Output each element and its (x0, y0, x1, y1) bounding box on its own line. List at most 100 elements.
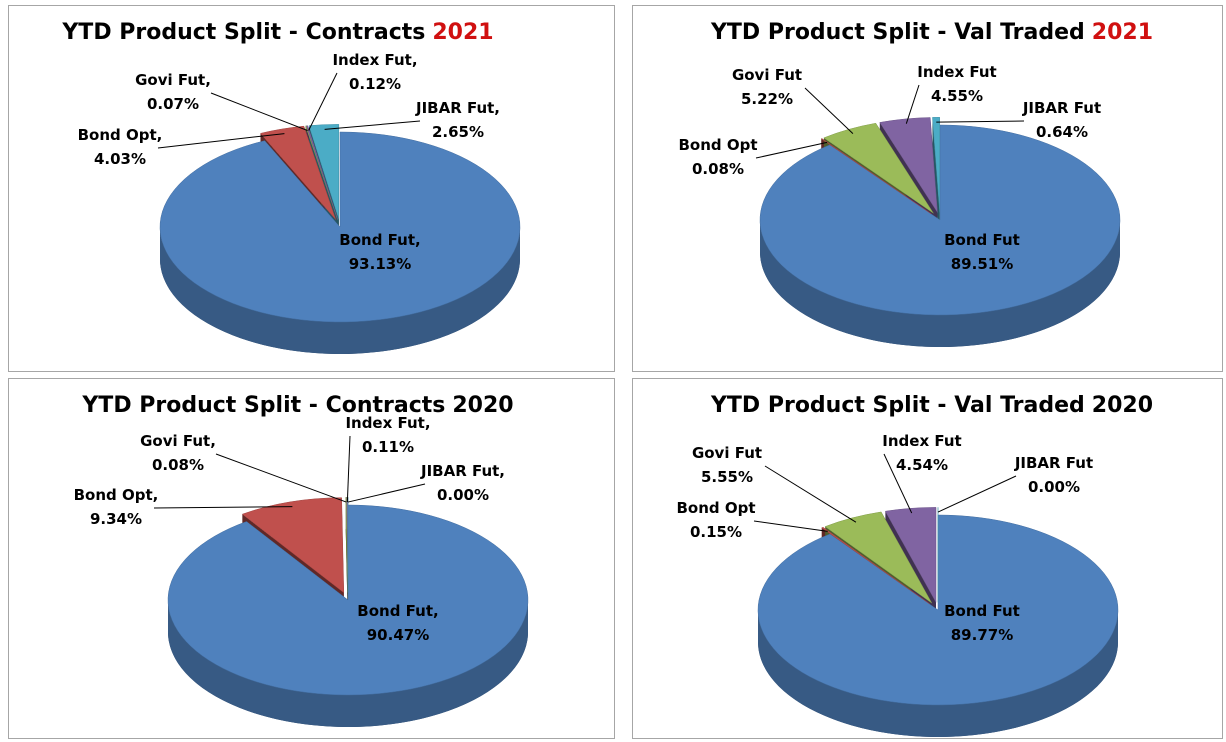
category-label: Bond Fut, (357, 602, 438, 620)
value-label: 0.00% (437, 486, 489, 504)
chart-panel: YTD Product Split - Val Traded 2021 Bond F… (632, 5, 1223, 372)
leader-line (804, 87, 854, 134)
slice (159, 131, 521, 323)
slice (884, 507, 937, 604)
slice (260, 125, 337, 220)
value-label: 0.12% (349, 75, 401, 93)
title-text: YTD Product Split - Val Traded (710, 393, 1085, 418)
leader-line (937, 475, 1017, 513)
chart-panel: YTD Product Split - Val Traded 2020 Bond F… (632, 378, 1223, 739)
category-label: JIBAR Fut (1014, 454, 1093, 472)
data-label: Bond Fut, 90.47% (357, 602, 438, 644)
value-label: 2.65% (432, 123, 484, 141)
value-label: 0.08% (692, 160, 744, 178)
slice-wall (932, 117, 940, 245)
category-label: Index Fut (882, 432, 961, 450)
leader-line (753, 520, 828, 532)
data-label: Bond Opt 0.15% (676, 499, 755, 541)
slice (241, 497, 345, 594)
chart-title: YTD Product Split - Val Traded 2020 (710, 393, 1153, 418)
category-label: Govi Fut, (135, 71, 211, 89)
data-label: Govi Fut 5.22% (732, 66, 802, 108)
data-label: Bond Opt 0.08% (678, 136, 757, 178)
value-label: 9.34% (90, 510, 142, 528)
value-label: 93.13% (349, 255, 411, 273)
category-label: Govi Fut, (140, 432, 216, 450)
leader-line (936, 120, 1025, 123)
category-label: Bond Opt, (74, 486, 159, 504)
data-label: JIBAR Fut, 2.65% (415, 99, 500, 141)
value-label: 0.00% (1028, 478, 1080, 496)
slice (879, 117, 938, 213)
title-year: 2021 (432, 20, 493, 45)
data-label: Index Fut 4.55% (917, 63, 996, 105)
value-label: 0.64% (1036, 123, 1088, 141)
category-label: Govi Fut (732, 66, 802, 84)
title-text: YTD Product Split - Contracts (61, 20, 425, 45)
category-label: Index Fut, (345, 414, 430, 432)
data-label: Bond Fut 89.51% (944, 231, 1020, 273)
category-label: Bond Fut (944, 602, 1020, 620)
value-label: 4.03% (94, 150, 146, 168)
title-year: 2020 (1092, 393, 1153, 418)
value-label: 0.07% (147, 95, 199, 113)
leader-line (883, 453, 913, 514)
data-label: Govi Fut, 0.07% (135, 71, 211, 113)
slice (824, 511, 933, 604)
data-label: Bond Fut 89.77% (944, 602, 1020, 644)
data-label: Bond Fut, 93.13% (339, 231, 420, 273)
data-label: Index Fut 4.54% (882, 432, 961, 474)
slice-rim (160, 227, 520, 354)
slice (932, 117, 940, 213)
category-label: JIBAR Fut, (420, 462, 505, 480)
slice (167, 504, 529, 696)
slice-rim (168, 600, 528, 727)
leader-line (153, 506, 293, 509)
data-label: Bond Opt, 9.34% (74, 486, 159, 528)
value-label: 4.55% (931, 87, 983, 105)
leader-line (215, 453, 347, 503)
data-label: JIBAR Fut, 0.00% (420, 462, 505, 504)
value-label: 89.51% (951, 255, 1013, 273)
leader-line (210, 92, 308, 132)
leader-line (764, 465, 857, 523)
title-text: YTD Product Split - Contracts (81, 393, 445, 418)
slice (308, 124, 340, 220)
category-label: Index Fut, (332, 51, 417, 69)
chart-panel: YTD Product Split - Contracts 2020 Bond Fu… (8, 378, 615, 739)
data-label: Index Fut, 0.12% (332, 51, 417, 93)
value-label: 4.54% (896, 456, 948, 474)
leader-line (324, 120, 421, 130)
slice (757, 514, 1119, 706)
leader-line (755, 141, 828, 159)
data-label: Bond Opt, 4.03% (78, 126, 163, 168)
category-label: Govi Fut (692, 444, 762, 462)
data-label: Govi Fut 5.55% (692, 444, 762, 486)
data-label: JIBAR Fut 0.00% (1014, 454, 1093, 496)
leader-line (347, 483, 426, 503)
slice-rim (758, 610, 1118, 737)
category-label: Bond Fut (944, 231, 1020, 249)
value-label: 0.15% (690, 523, 742, 541)
category-label: Bond Fut, (339, 231, 420, 249)
title-year: 2021 (1092, 20, 1153, 45)
value-label: 0.08% (152, 456, 204, 474)
value-label: 90.47% (367, 626, 429, 644)
value-label: 0.11% (362, 438, 414, 456)
leader-line (905, 84, 920, 124)
title-year: 2020 (452, 393, 513, 418)
chart-title: YTD Product Split - Contracts 2021 (61, 20, 493, 45)
slice (306, 125, 338, 220)
leader-line (157, 133, 285, 149)
data-label: Govi Fut, 0.08% (140, 432, 216, 474)
title-text: YTD Product Split - Val Traded (710, 20, 1085, 45)
slice-rim (760, 220, 1120, 347)
category-label: Index Fut (917, 63, 996, 81)
data-label: Index Fut, 0.11% (345, 414, 430, 456)
slice (820, 138, 932, 215)
leader-line (308, 72, 338, 131)
slice (759, 124, 1121, 316)
value-label: 5.55% (701, 468, 753, 486)
data-label: JIBAR Fut 0.64% (1022, 99, 1101, 141)
